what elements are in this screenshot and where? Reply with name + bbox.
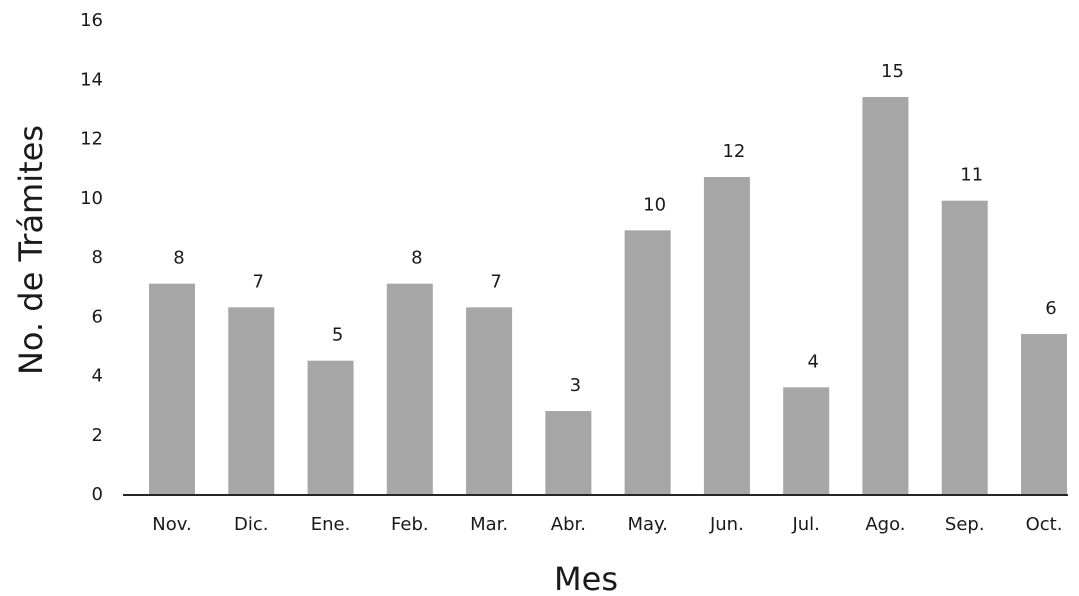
data-label: 6 — [1045, 298, 1056, 319]
bar — [466, 307, 513, 494]
y-tick-label: 4 — [92, 366, 103, 387]
bar — [624, 230, 671, 494]
x-axis-ticks: Nov. Dic. Ene. Feb. Mar. Abr. May. Jun. Jul. Ago.… — [152, 514, 1062, 535]
x-tick-label: May. — [627, 514, 667, 535]
bar — [941, 200, 988, 494]
data-label: 7 — [490, 271, 501, 292]
data-label: 12 — [722, 141, 745, 162]
data-label: 8 — [411, 248, 422, 269]
bar — [307, 360, 354, 494]
x-tick-label: Oct. — [1026, 514, 1063, 535]
data-label: 11 — [960, 165, 983, 186]
y-tick-label: 0 — [92, 484, 103, 505]
bar — [1021, 334, 1067, 494]
bar — [545, 411, 592, 494]
x-tick-label: Jul. — [791, 514, 819, 535]
data-label: 5 — [332, 325, 343, 346]
x-tick-label: Ago. — [865, 514, 905, 535]
x-tick-label: Abr. — [551, 514, 586, 535]
x-tick-label: Ene. — [311, 514, 351, 535]
data-label: 8 — [173, 248, 184, 269]
data-label: 15 — [881, 61, 904, 82]
bar — [862, 97, 909, 495]
bar — [228, 307, 275, 494]
x-axis-title: Mes — [554, 560, 618, 596]
y-tick-label: 8 — [92, 247, 103, 268]
data-label: 10 — [643, 194, 666, 215]
y-tick-label: 2 — [92, 425, 103, 446]
data-label: 3 — [570, 375, 581, 396]
y-tick-label: 16 — [80, 10, 103, 31]
bar — [386, 283, 433, 494]
y-axis-title: No. de Trámites — [12, 125, 50, 375]
bar — [783, 387, 830, 494]
bar — [703, 177, 750, 494]
x-tick-label: Mar. — [470, 514, 508, 535]
x-tick-label: Sep. — [945, 514, 985, 535]
bar — [149, 283, 195, 494]
y-tick-label: 12 — [80, 129, 103, 150]
x-tick-label: Jun. — [709, 514, 744, 535]
bars — [149, 97, 1067, 495]
y-tick-label: 6 — [92, 306, 103, 327]
data-label: 4 — [807, 351, 818, 372]
y-tick-label: 10 — [80, 188, 103, 209]
x-tick-label: Feb. — [391, 514, 429, 535]
data-labels: 8 7 5 8 7 3 10 12 4 15 11 6 — [173, 61, 1056, 396]
y-tick-label: 14 — [80, 69, 103, 90]
data-label: 7 — [253, 271, 264, 292]
x-tick-label: Nov. — [152, 514, 191, 535]
y-axis-ticks: 0 2 4 6 8 10 12 14 16 — [80, 10, 103, 505]
x-tick-label: Dic. — [234, 514, 268, 535]
